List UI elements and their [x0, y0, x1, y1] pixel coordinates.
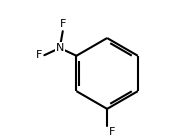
Text: N: N: [56, 43, 64, 53]
Text: F: F: [109, 127, 115, 137]
Text: F: F: [60, 19, 66, 29]
Text: F: F: [36, 50, 42, 60]
